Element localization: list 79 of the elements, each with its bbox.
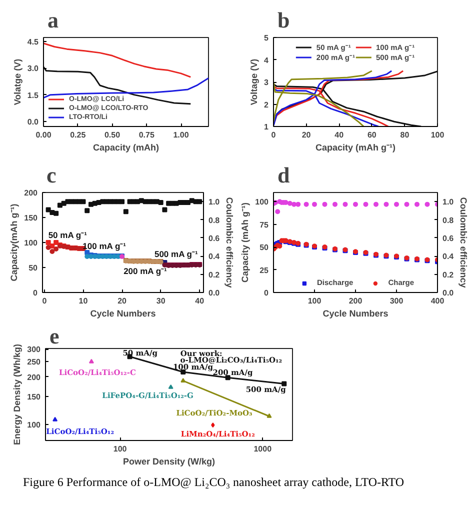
y-tick-label: 300 bbox=[27, 345, 42, 354]
y-axis-title: Capacity(mAh g⁻¹) bbox=[9, 204, 20, 282]
x-axis-title: Capacity (mAh g⁻¹) bbox=[315, 142, 396, 152]
x-tick-label: 0.50 bbox=[104, 130, 121, 140]
y-tick-label: 250 bbox=[27, 358, 42, 367]
x-tick-label: 20 bbox=[302, 130, 312, 140]
y-tick-label: 0.0 bbox=[27, 118, 40, 127]
x-tick-label: 1000 bbox=[254, 444, 272, 454]
x-axis-title: Cycle Numbers bbox=[322, 308, 388, 318]
y2-tick-label: 0.0 bbox=[442, 288, 454, 298]
x-tick-label: 0 bbox=[42, 296, 48, 306]
y2-tick-label: 0.4 bbox=[442, 252, 454, 262]
y2-tick-label: 0.6 bbox=[208, 234, 220, 243]
x-tick-label: 80 bbox=[400, 130, 410, 140]
x-tick-label: 400 bbox=[430, 296, 445, 306]
y2-tick-label: 1.0 bbox=[208, 198, 220, 207]
x-tick-label: 100 bbox=[308, 296, 322, 306]
y-tick-label: 200 bbox=[27, 372, 42, 382]
y2-tick-label: 0.0 bbox=[208, 288, 220, 298]
y-tick-label: 2 bbox=[264, 100, 270, 110]
x-tick-label: 100 bbox=[430, 130, 445, 140]
chart-title: e bbox=[50, 324, 60, 348]
x-tick-label: 40 bbox=[334, 130, 344, 140]
y2-tick-label: 0.2 bbox=[442, 270, 454, 280]
y-tick-label: 1.5 bbox=[27, 90, 40, 100]
chart-title: c bbox=[46, 162, 56, 188]
y-tick-label: 25 bbox=[260, 266, 270, 275]
caption: Figure 6 Performance of o-LMO@ Li₂CO₃ nanosheet array cathode, LTO-RTO bbox=[23, 474, 404, 491]
x-axis-title: Power Density (W/kg) bbox=[122, 456, 216, 466]
x-tick-label: 0.00 bbox=[36, 130, 52, 140]
y2-tick-label: 1.0 bbox=[442, 198, 454, 207]
y2-axis-title: Coulombic efficiency bbox=[224, 197, 235, 288]
x-tick-label: 40 bbox=[195, 296, 205, 306]
y-tick-label: 50 bbox=[28, 264, 38, 272]
y-axis-title: Energy Density (Wh/kg) bbox=[12, 344, 22, 446]
x-tick-label: 60 bbox=[367, 130, 377, 140]
x-tick-label: 30 bbox=[156, 296, 166, 306]
y2-tick-label: 0.2 bbox=[208, 270, 220, 280]
x-axis-title: Capacity (mAh) bbox=[92, 142, 160, 152]
x-tick-label: 0.75 bbox=[138, 130, 155, 140]
y-tick-label: 100 bbox=[27, 420, 42, 430]
chart-title: b bbox=[278, 8, 290, 32]
x-tick-label: 0 bbox=[271, 130, 276, 140]
annotation: 500 mA g⁻¹ bbox=[154, 249, 198, 259]
y2-axis-title: Coulombic efficiency bbox=[458, 197, 469, 288]
x-tick-label: 1.00 bbox=[173, 130, 190, 140]
y-tick-label: 150 bbox=[27, 392, 42, 402]
y-tick-label: 200 bbox=[24, 188, 38, 198]
x-tick-label: 300 bbox=[390, 296, 404, 306]
y-axis-title: Capacity (mAh g⁻¹) bbox=[240, 202, 250, 283]
y-tick-label: 3.0 bbox=[27, 64, 40, 74]
y2-tick-label: 0.6 bbox=[442, 234, 454, 243]
y2-tick-label: 0.8 bbox=[442, 216, 454, 225]
chart-title: d bbox=[278, 162, 290, 188]
annotation: 100 mA g⁻¹ bbox=[82, 241, 126, 251]
y-tick-label: 3 bbox=[264, 78, 270, 87]
y-axis-title: Voltage (V) bbox=[249, 58, 260, 106]
y-tick-label: 1 bbox=[264, 122, 270, 132]
y-tick-label: 0 bbox=[264, 288, 270, 298]
y-tick-label: 100 bbox=[24, 238, 38, 248]
chart-title: a bbox=[48, 8, 58, 32]
y-tick-label: 75 bbox=[260, 220, 270, 230]
y-tick-label: 0 bbox=[33, 288, 38, 298]
x-tick-label: 10 bbox=[78, 296, 88, 306]
x-tick-label: 0.25 bbox=[70, 130, 86, 140]
y2-tick-label: 0.4 bbox=[208, 252, 220, 262]
y2-tick-label: 0.8 bbox=[208, 216, 220, 225]
y-axis-title: Volatge (V) bbox=[12, 58, 22, 106]
y-tick-label: 4 bbox=[264, 56, 270, 65]
y-tick-label: 150 bbox=[24, 214, 38, 222]
x-tick-label: 200 bbox=[348, 296, 363, 306]
x-axis-title: Cycle Numbers bbox=[90, 308, 156, 318]
x-tick-label: 20 bbox=[118, 296, 128, 306]
annotation: 200 mA g⁻¹ bbox=[124, 266, 168, 276]
y-tick-label: 100 bbox=[255, 198, 270, 207]
annotation: 50 mA g⁻¹ bbox=[48, 230, 88, 240]
y-tick-label: 4.5 bbox=[27, 37, 40, 46]
y-tick-label: 50 bbox=[260, 243, 270, 252]
y-tick-label: 5 bbox=[264, 34, 270, 42]
